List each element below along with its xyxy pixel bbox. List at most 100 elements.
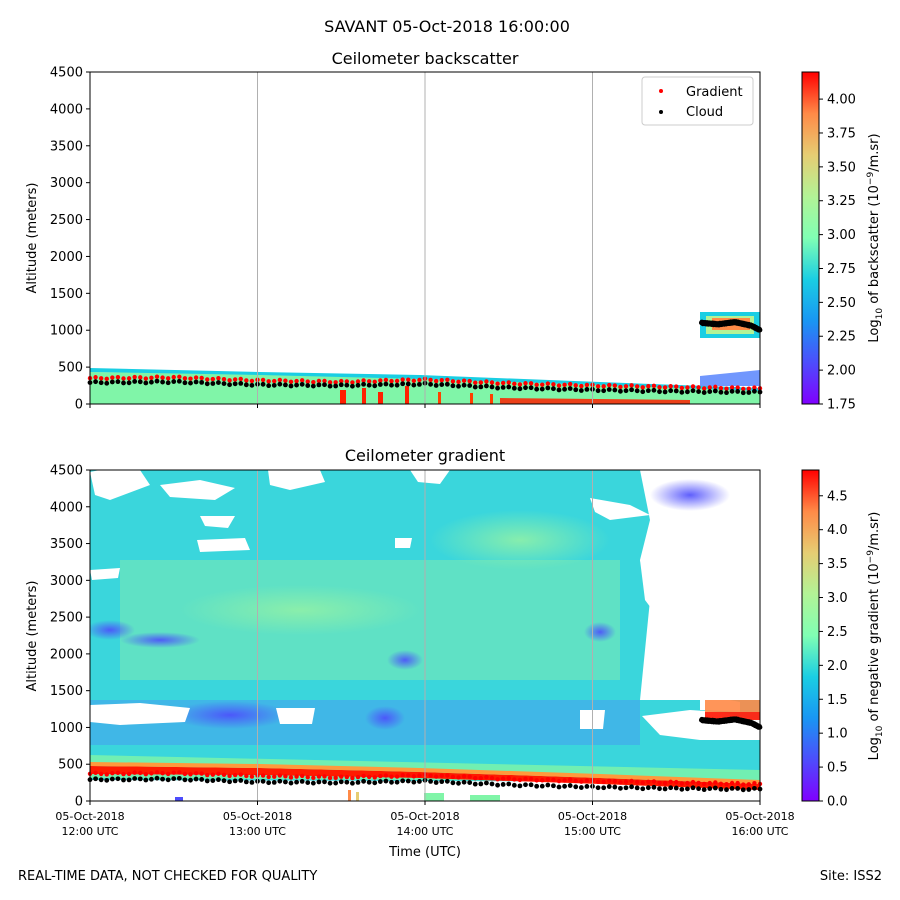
cloud-point (316, 779, 322, 785)
gradient-point (238, 772, 243, 777)
cloud-point (316, 382, 322, 388)
gradient-point (205, 772, 210, 778)
cloud-point (355, 779, 361, 785)
gradient-point (629, 383, 634, 388)
y-tick-label: 3000 (50, 574, 83, 589)
cloud-point (489, 384, 495, 390)
gradient-point (657, 385, 662, 390)
cloud-point (210, 778, 216, 783)
gradient-point (567, 381, 573, 387)
gradient-point (651, 383, 657, 389)
gradient-point (344, 774, 350, 780)
gradient-point (394, 774, 400, 779)
gradient-point (523, 381, 528, 386)
cloud-point (204, 381, 210, 387)
gradient-point (277, 773, 283, 778)
cloud-point (495, 782, 500, 788)
gradient-point (333, 380, 338, 385)
cloud-point (534, 386, 540, 392)
cloud-point (735, 786, 741, 791)
cloud-point (472, 384, 478, 390)
gradient-point (132, 374, 137, 380)
cloud-point (350, 383, 355, 389)
gradient-point (674, 779, 679, 785)
gradient-point (612, 383, 618, 388)
cloud-point (361, 381, 366, 387)
gradient-colorbar: 0.0 0.5 1.0 1.5 2.0 2.5 3.0 3.5 4.0 4.5 Log10 of … (801, 469, 885, 810)
gradient-point (193, 770, 199, 776)
cloud-point (478, 781, 484, 787)
cloud-point (394, 779, 400, 785)
x-tick-time: 14:00 UTC (396, 825, 453, 838)
gradient-point (735, 780, 740, 786)
gradient-point (623, 779, 629, 785)
cloud-point (383, 778, 389, 784)
cloud-point (707, 786, 713, 792)
footer-site: Site: ISS2 (819, 869, 882, 884)
cloud-point (511, 385, 517, 391)
gradient-point (450, 379, 456, 384)
gradient-point (311, 775, 316, 780)
gradient-point (724, 782, 729, 787)
gradient-point (182, 376, 188, 381)
cloud-point (618, 785, 623, 791)
cloud-point (511, 782, 517, 788)
legend-box (641, 76, 754, 126)
gradient-point (668, 384, 673, 389)
cloud-point (355, 382, 361, 388)
gradient-point (266, 774, 271, 780)
cloud-point (126, 777, 132, 783)
cloud-point (662, 786, 668, 792)
gradient-point (746, 386, 752, 391)
gradient-point (601, 384, 606, 389)
colorbar-tick-label: 3.5 (827, 557, 848, 572)
gradient-point (389, 378, 394, 384)
cloud-point (165, 777, 171, 783)
cloud-point (227, 382, 232, 388)
gradient-point (121, 376, 126, 381)
cloud-point (433, 780, 439, 785)
cloud-point (210, 381, 216, 386)
gradient-point (629, 778, 634, 784)
cloud-point (623, 785, 629, 791)
gradient-point (93, 375, 98, 380)
cloud-point (752, 388, 757, 394)
gradient-point (165, 771, 171, 777)
cloud-point (372, 780, 378, 786)
y-tick-label: 0 (75, 795, 83, 810)
gradient-series-cloud-upper (698, 716, 763, 730)
cloud-point (121, 380, 126, 386)
cloud-point (612, 387, 618, 393)
gradient-point (439, 773, 444, 778)
cloud-point (182, 380, 188, 386)
cloud-point (752, 785, 757, 791)
gradient-point (461, 378, 467, 383)
cloud-point (478, 384, 484, 390)
cloud-point (271, 382, 277, 388)
gradient-point (327, 380, 333, 385)
gradient-point (584, 778, 590, 783)
gradient-point (339, 774, 344, 779)
cloud-point (227, 779, 232, 785)
gradient-point (646, 384, 651, 389)
cloud-point (489, 781, 495, 787)
cloud-point (484, 780, 489, 786)
x-tick-date: 05-Oct-2018 (55, 810, 124, 823)
gradient-point (283, 774, 288, 779)
y-tick-label: 4000 (50, 102, 83, 117)
gradient-point (260, 377, 266, 383)
legend-cloud-marker (659, 110, 663, 114)
gradient-point (500, 380, 506, 386)
cloud-point (221, 381, 227, 387)
gradient-point (752, 385, 757, 390)
cloud-point (266, 780, 272, 786)
cloud-point (662, 389, 668, 395)
cloud-point (439, 779, 445, 785)
cloud-point (746, 787, 752, 792)
legend-gradient-label: Gradient (686, 85, 743, 100)
colorbar-tick-label: 2.00 (827, 364, 856, 379)
gradient-point (623, 384, 629, 389)
gradient-point (735, 385, 740, 390)
gradient-point (701, 386, 707, 391)
gradient-point (545, 776, 551, 782)
